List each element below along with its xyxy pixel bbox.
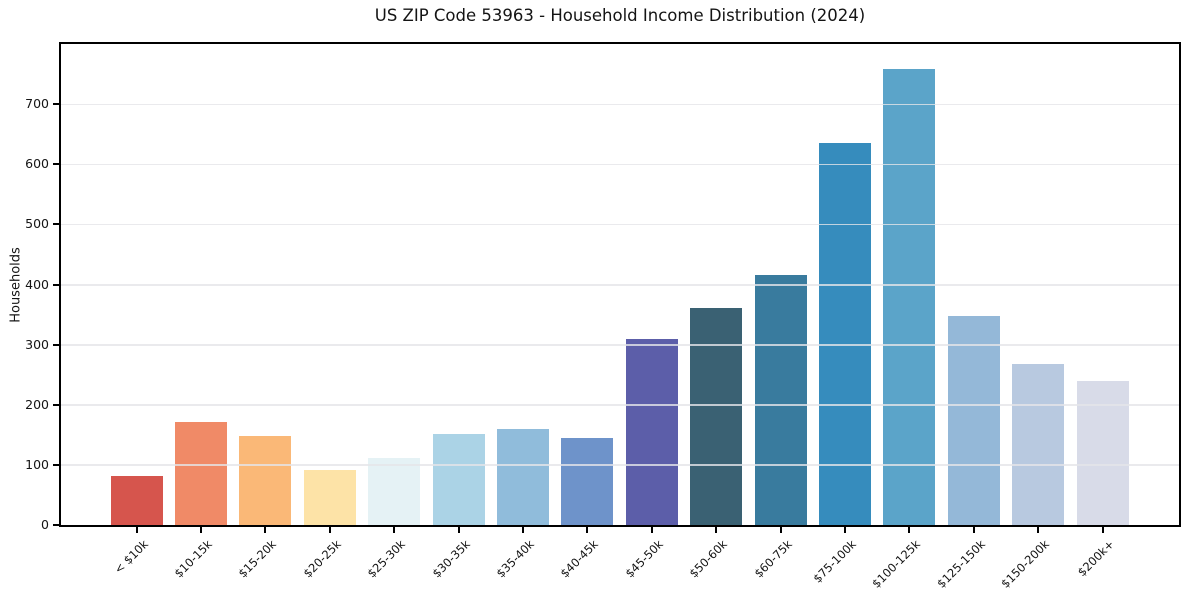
x-tick-mark [135,527,138,533]
x-tick-mark [972,527,975,533]
x-tick-mark [843,527,846,533]
x-tick-label: $20-25k [300,537,344,581]
y-tick-mark [53,163,59,166]
x-tick-label: $125-150k [933,537,988,590]
x-tick-mark [1037,527,1040,533]
y-tick-mark [53,463,59,466]
bar [818,143,871,525]
x-tick-mark [199,527,202,533]
x-tick-mark [264,527,267,533]
chart-title: US ZIP Code 53963 - Household Income Dis… [374,6,866,25]
bar [368,457,421,525]
bar [561,438,614,525]
bar [1076,380,1129,525]
x-tick-label: $75-100k [810,537,859,586]
x-tick-label: $15-20k [235,537,280,581]
x-tick-mark [393,527,396,533]
bar [496,429,549,525]
gridline [61,404,1179,406]
bar [947,316,1000,525]
x-tick-mark [521,527,524,533]
x-tick-label: $200k+ [1074,537,1117,580]
x-tick-mark [650,527,653,533]
x-tick-mark [779,527,782,533]
y-tick-mark [53,103,59,106]
x-tick-label: $100-125k [869,537,924,590]
gridline [61,223,1179,226]
x-tick-label: $150-200k [998,537,1052,590]
y-tick-label: 200 [25,396,49,412]
bar [174,422,227,525]
bar [883,68,936,525]
gridline [61,103,1179,106]
x-tick-label: $25-30k [364,537,408,581]
plot-area [59,42,1181,527]
y-tick-label: 700 [25,96,49,112]
y-tick-mark [53,524,59,526]
bar [1012,364,1065,525]
bar [754,274,807,525]
x-tick-mark [908,527,911,533]
y-tick-label: 500 [25,216,49,232]
gridline [61,163,1179,166]
y-tick-mark [53,343,59,346]
bar [625,338,678,525]
y-tick-label: 0 [41,517,49,532]
y-tick-mark [53,223,59,226]
y-tick-mark [53,283,59,286]
x-tick-mark [586,527,589,533]
x-tick-mark [328,527,331,533]
bar [432,433,485,525]
gridline [61,464,1179,466]
bar [110,475,163,525]
x-tick-label: $60-75k [750,537,795,581]
bar [690,307,743,525]
bar [239,436,292,525]
y-tick-label: 100 [25,456,49,472]
y-tick-label: 400 [25,276,49,292]
x-tick-label: $10-15k [171,537,215,581]
y-tick-mark [53,403,59,406]
x-tick-mark [1101,527,1104,533]
x-tick-label: $30-35k [428,537,473,581]
gridline [61,283,1179,286]
x-tick-label: $35-40k [493,537,537,581]
y-tick-label: 300 [25,336,49,352]
x-tick-label: < $10k [110,537,151,577]
bar [303,470,356,525]
y-tick-label: 600 [25,156,49,172]
x-tick-mark [457,527,460,533]
x-tick-label: $40-45k [557,537,602,581]
gridline [61,344,1179,346]
x-tick-label: $45-50k [622,537,666,581]
x-tick-label: $50-60k [686,537,730,581]
x-tick-mark [715,527,718,533]
